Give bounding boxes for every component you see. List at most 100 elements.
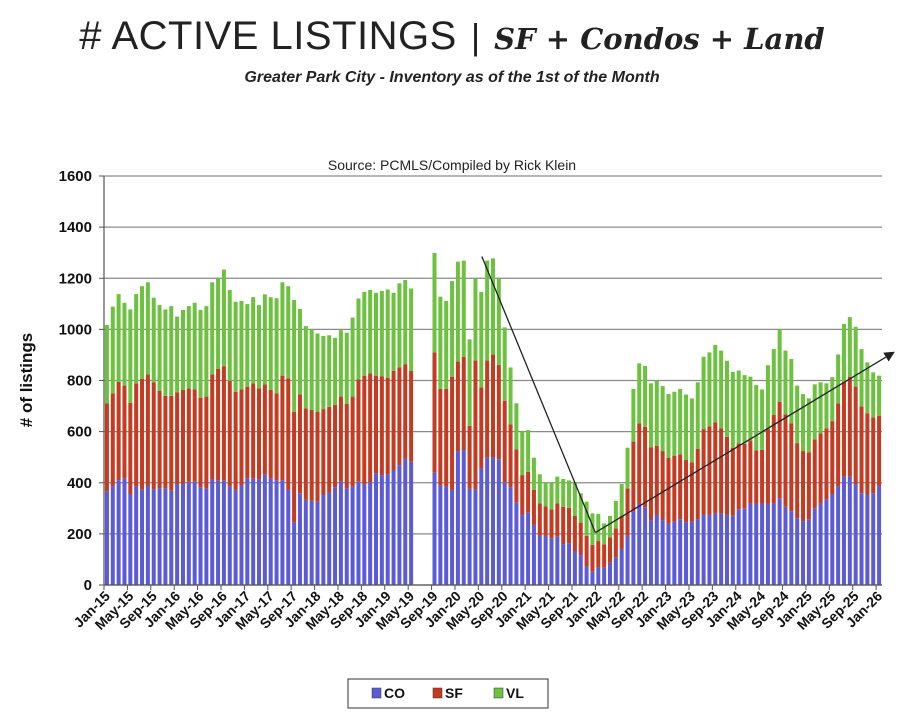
bar-vl — [748, 376, 753, 441]
legend-swatch-sf — [432, 687, 443, 699]
bar-sf — [286, 378, 291, 490]
bar-sf — [806, 452, 811, 520]
bar-co — [169, 490, 174, 585]
bar-co — [514, 502, 519, 585]
y-tick-label: 0 — [84, 577, 92, 594]
bar-sf — [204, 396, 209, 489]
bar-co — [572, 551, 577, 585]
bar-co — [590, 571, 595, 585]
bar-sf — [818, 433, 823, 504]
bar-co — [654, 514, 659, 585]
bar-vl — [666, 394, 671, 458]
bar-sf — [584, 535, 589, 567]
y-tick-label: 1200 — [59, 270, 92, 287]
bar-co — [274, 480, 279, 585]
bar-vl — [239, 301, 244, 390]
bar-vl — [684, 394, 689, 460]
bar-sf — [555, 503, 560, 537]
bar-co — [309, 500, 314, 585]
bar-vl — [719, 350, 724, 429]
bar-vl — [309, 329, 314, 410]
bar-vl — [672, 391, 677, 456]
bar-sf — [719, 428, 724, 514]
bar-sf — [262, 384, 267, 475]
bar-co — [432, 472, 437, 585]
bar-sf — [783, 414, 788, 507]
bar-sf — [227, 381, 232, 487]
bar-vl — [315, 333, 320, 412]
bar-sf — [338, 396, 343, 482]
bar-sf — [713, 422, 718, 514]
bar-vl — [274, 298, 279, 394]
bar-co — [871, 493, 876, 585]
bar-co — [607, 562, 612, 585]
bar-co — [602, 567, 607, 585]
bar-vl — [730, 371, 735, 448]
bar-vl — [333, 337, 338, 406]
bar-vl — [654, 380, 659, 446]
bar-vl — [268, 297, 273, 390]
bar-vl — [485, 260, 490, 361]
bar-vl — [473, 278, 478, 361]
bar-sf — [379, 376, 384, 476]
bar-vl — [397, 283, 402, 368]
bar-sf — [116, 381, 121, 481]
bar-co — [549, 538, 554, 585]
bar-vl — [578, 493, 583, 523]
bar-vl — [145, 282, 150, 375]
bar-sf — [847, 376, 852, 477]
bar-sf — [578, 522, 583, 556]
bar-co — [151, 489, 156, 585]
bar-co — [783, 506, 788, 585]
bar-vl — [643, 365, 648, 427]
bar-sf — [654, 445, 659, 515]
bar-co — [795, 518, 800, 585]
bar-co — [134, 486, 139, 585]
bar-vl — [321, 336, 326, 410]
bar-co — [531, 524, 536, 585]
bar-vl — [607, 515, 612, 538]
bar-co — [110, 486, 115, 585]
bar-sf — [122, 385, 127, 479]
bar-sf — [754, 450, 759, 504]
bar-sf — [865, 413, 870, 495]
bar-sf — [186, 388, 191, 482]
bar-co — [198, 487, 203, 585]
bar-sf — [350, 396, 355, 487]
bar-co — [853, 484, 858, 585]
bar-co — [578, 555, 583, 585]
bar-sf — [631, 441, 636, 512]
bar-sf — [444, 388, 449, 487]
bar-vl — [555, 476, 560, 504]
bar-sf — [303, 408, 308, 500]
bar-co — [385, 474, 390, 585]
bar-sf — [461, 356, 466, 451]
bar-co — [438, 485, 443, 585]
bar-vl — [122, 302, 127, 386]
bar-vl — [221, 269, 226, 367]
bar-vl — [789, 359, 794, 424]
bar-vl — [859, 349, 864, 407]
bar-sf — [777, 401, 782, 499]
bar-vl — [344, 332, 349, 405]
bar-vl — [496, 278, 501, 365]
bar-sf — [210, 374, 215, 480]
bar-co — [245, 478, 250, 585]
bar-vl — [853, 326, 858, 387]
bar-sf — [409, 371, 414, 462]
bar-vl — [292, 299, 297, 412]
bar-co — [145, 486, 150, 585]
bar-sf — [274, 393, 279, 481]
bar-vl — [479, 291, 484, 388]
bar-co — [362, 484, 367, 585]
bar-co — [801, 521, 806, 585]
bar-co — [321, 495, 326, 585]
bar-sf — [526, 471, 531, 513]
bar-sf — [251, 383, 256, 479]
bar-vl — [660, 386, 665, 452]
bar-co — [830, 493, 835, 585]
bar-vl — [877, 375, 882, 417]
bar-vl — [169, 306, 174, 396]
bar-sf — [268, 389, 273, 479]
bar-co — [297, 493, 302, 585]
